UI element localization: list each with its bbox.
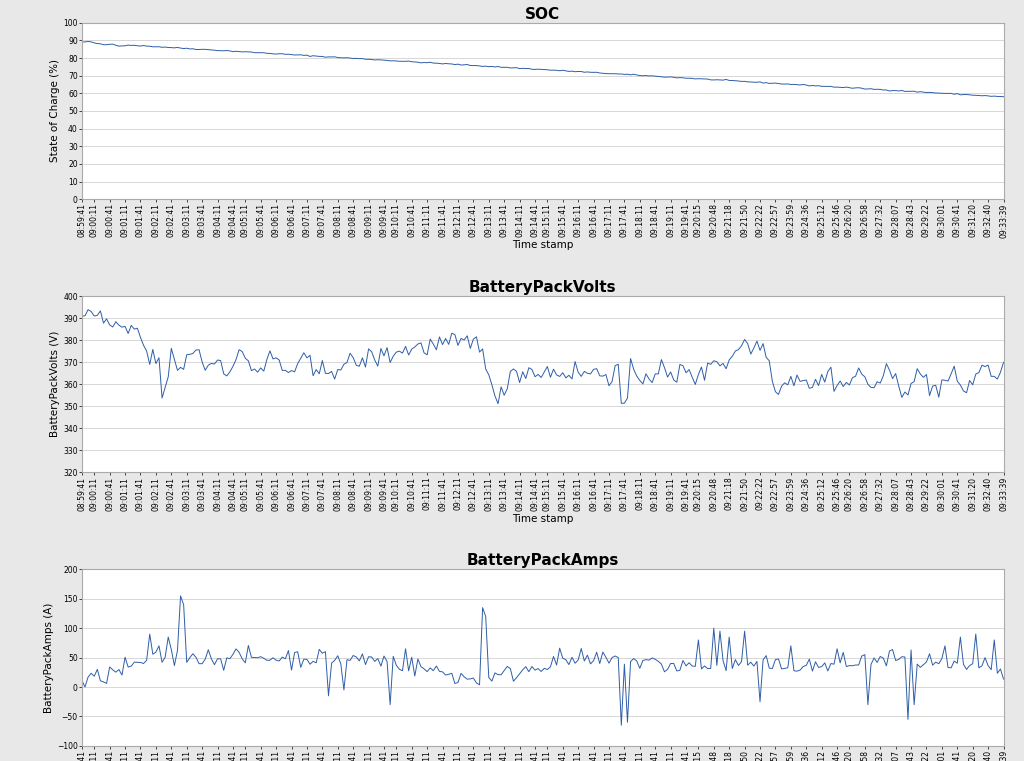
Title: BatteryPackAmps: BatteryPackAmps	[467, 553, 618, 568]
Title: BatteryPackVolts: BatteryPackVolts	[469, 280, 616, 295]
Title: SOC: SOC	[525, 7, 560, 21]
Y-axis label: State of Charge (%): State of Charge (%)	[50, 59, 60, 163]
Y-axis label: BatteryPackAmps (A): BatteryPackAmps (A)	[44, 603, 54, 713]
X-axis label: Time stamp: Time stamp	[512, 514, 573, 524]
X-axis label: Time stamp: Time stamp	[512, 240, 573, 250]
Y-axis label: BatteryPackVolts (V): BatteryPackVolts (V)	[50, 331, 60, 438]
